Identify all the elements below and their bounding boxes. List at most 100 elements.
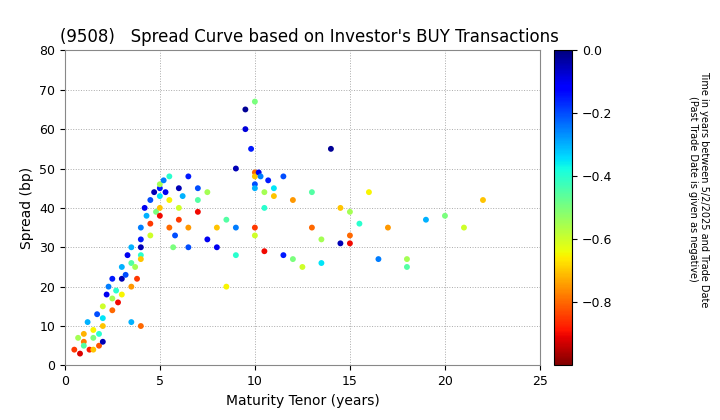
Point (107, 307, 118, 314)
Point (230, 224, 242, 231)
Point (177, 193, 189, 199)
Point (258, 248, 270, 255)
Point (253, 169, 264, 176)
Point (88, 334, 99, 341)
Point (84, 346, 95, 353)
Point (246, 145, 257, 152)
Point (173, 185, 184, 192)
Point (315, 236, 327, 243)
Point (135, 224, 147, 231)
Point (373, 256, 384, 262)
Point (163, 224, 175, 231)
Point (154, 193, 166, 199)
Point (107, 295, 118, 302)
Point (78, 331, 89, 337)
Point (382, 224, 394, 231)
Point (125, 244, 137, 251)
Point (192, 197, 204, 203)
Point (110, 287, 122, 294)
Point (88, 327, 99, 333)
Point (220, 216, 232, 223)
Point (72, 334, 84, 341)
Point (141, 213, 153, 219)
Point (150, 208, 162, 215)
Point (211, 224, 222, 231)
Point (315, 260, 327, 266)
Point (167, 244, 179, 251)
Point (183, 224, 194, 231)
Point (268, 193, 279, 199)
Point (335, 240, 346, 247)
Point (145, 197, 156, 203)
Point (363, 189, 374, 196)
Point (230, 252, 242, 258)
Point (103, 283, 114, 290)
Point (112, 299, 124, 306)
Point (131, 276, 143, 282)
Point (306, 224, 318, 231)
Point (183, 244, 194, 251)
Point (240, 106, 251, 113)
Point (122, 252, 133, 258)
Point (145, 232, 156, 239)
Point (97, 323, 109, 329)
Point (135, 256, 147, 262)
Point (344, 240, 356, 247)
Point (154, 181, 166, 188)
Point (78, 342, 89, 349)
Point (249, 173, 261, 180)
Point (163, 197, 175, 203)
Point (97, 303, 109, 310)
Point (97, 315, 109, 322)
Point (249, 98, 261, 105)
Point (306, 189, 318, 196)
Point (107, 276, 118, 282)
Point (82, 319, 94, 326)
Point (344, 208, 356, 215)
Point (249, 224, 261, 231)
Point (183, 173, 194, 180)
Point (154, 205, 166, 211)
Point (240, 126, 251, 132)
Point (477, 197, 489, 203)
Point (278, 252, 289, 258)
Point (249, 232, 261, 239)
Point (255, 173, 266, 180)
Point (192, 185, 204, 192)
Point (344, 232, 356, 239)
Point (287, 256, 299, 262)
Point (439, 213, 451, 219)
Point (202, 189, 213, 196)
Point (401, 256, 413, 262)
Point (145, 220, 156, 227)
Text: (9508)   Spread Curve based on Investor's BUY Transactions: (9508) Spread Curve based on Investor's … (60, 28, 559, 46)
Point (258, 205, 270, 211)
Point (401, 264, 413, 270)
Point (458, 224, 469, 231)
Point (148, 189, 160, 196)
Point (125, 260, 137, 266)
Point (220, 283, 232, 290)
Point (249, 181, 261, 188)
Point (154, 185, 166, 192)
Point (249, 185, 261, 192)
Point (97, 339, 109, 345)
Point (268, 185, 279, 192)
Point (287, 197, 299, 203)
Point (420, 216, 432, 223)
Point (101, 291, 112, 298)
Point (116, 276, 127, 282)
Point (230, 165, 242, 172)
Point (74, 350, 86, 357)
Point (94, 331, 105, 337)
Point (249, 169, 261, 176)
Point (258, 189, 270, 196)
Point (160, 189, 171, 196)
Point (154, 213, 166, 219)
Point (325, 145, 337, 152)
X-axis label: Maturity Tenor (years): Maturity Tenor (years) (225, 394, 379, 408)
Point (163, 173, 175, 180)
Point (278, 173, 289, 180)
Point (173, 216, 184, 223)
Point (94, 342, 105, 349)
